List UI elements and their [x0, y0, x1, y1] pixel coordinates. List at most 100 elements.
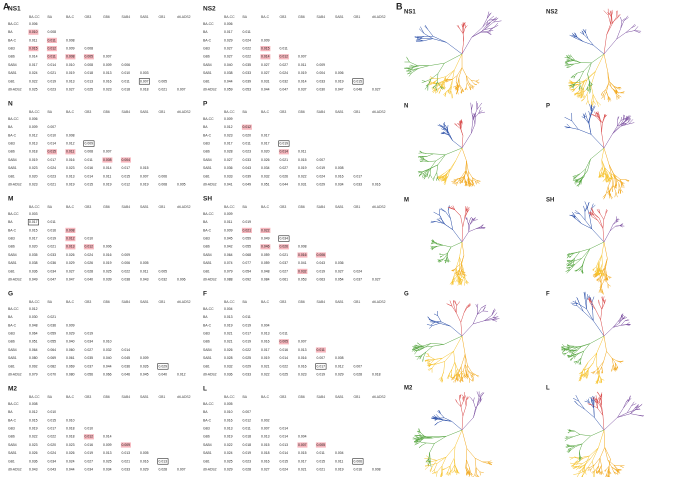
tree-branch	[456, 279, 459, 283]
table-cell: 0.018	[243, 435, 252, 439]
table-cell: 0.027	[280, 269, 289, 273]
tree-branch	[416, 36, 424, 39]
tree-branch	[418, 428, 421, 433]
tree-branch	[582, 269, 584, 274]
tree-branch	[596, 267, 599, 273]
tree-branch	[422, 173, 424, 178]
highlight-cell	[260, 54, 271, 60]
row-label: GB6	[8, 435, 15, 439]
tree-branch	[594, 457, 601, 465]
tree-branch	[590, 447, 599, 459]
tree-branch	[466, 305, 471, 309]
tree-branch	[579, 451, 581, 457]
tree-branch	[596, 465, 599, 471]
table-cell: 0.049	[261, 236, 270, 240]
column-header: GB6	[298, 110, 305, 114]
tree-branch	[435, 414, 439, 418]
table-cell: 0.016	[298, 356, 307, 360]
tree-branch	[605, 268, 607, 275]
tree-branch	[613, 464, 620, 467]
tree-branch	[472, 314, 478, 325]
tree-branch	[625, 399, 629, 403]
tree-branch	[631, 403, 637, 406]
table-cell: 0.064	[224, 253, 233, 257]
table-cell: 0.013	[261, 331, 270, 335]
column-header: GB6	[103, 300, 110, 304]
tree-branch	[454, 267, 457, 276]
tree-branch	[592, 106, 596, 112]
tree-branch	[596, 470, 600, 474]
tree-branch	[569, 54, 572, 57]
tree-branch	[456, 83, 459, 88]
tree-branch	[471, 181, 474, 185]
tree-branch	[601, 272, 604, 275]
tree-branch	[612, 16, 618, 24]
tree-branch	[469, 467, 471, 473]
table-cell: 0.026	[66, 451, 75, 455]
tree-branch	[433, 320, 442, 323]
table-cell: 0.012	[243, 418, 252, 422]
table-cell: 0.024	[29, 71, 38, 75]
tree-branch	[619, 119, 624, 126]
tree-branch	[465, 375, 469, 379]
tree-branch	[476, 180, 481, 182]
table-cell: 0.021	[48, 182, 57, 186]
table-cell: 0.007	[243, 410, 252, 414]
tree-branch	[578, 180, 581, 185]
table-cell: 0.014	[280, 451, 289, 455]
tree-branch	[457, 85, 460, 91]
tree-branch	[599, 218, 604, 229]
tree-branch	[463, 22, 466, 27]
tree-branch	[572, 84, 575, 89]
tree-branch	[621, 181, 624, 184]
highlight-cell	[315, 442, 326, 448]
tree-branch	[414, 434, 419, 436]
tree-branch	[432, 85, 436, 88]
tree-branch	[620, 320, 626, 326]
row-label: BA-C	[203, 133, 212, 137]
tree-branch	[598, 361, 604, 368]
tree-branch	[441, 176, 445, 180]
tree-branch	[583, 343, 591, 352]
tree-branch	[466, 365, 468, 374]
tree-branch	[574, 456, 578, 459]
row-label: GB1	[8, 364, 15, 368]
tree-branch	[569, 80, 573, 83]
table-cell: 0.004	[298, 435, 307, 439]
tree-branch	[456, 369, 458, 374]
tree-branch	[470, 472, 473, 476]
tree-branch	[562, 350, 566, 353]
row-label: dtl-ADS2	[8, 277, 22, 281]
tree-branch	[573, 34, 577, 38]
tree-branch	[446, 169, 452, 174]
tree-branch	[462, 405, 467, 417]
table-cell: 0.029	[140, 467, 149, 471]
table-cell: 0.064	[29, 348, 38, 352]
table-cell: 0.010	[66, 418, 75, 422]
tree-branch	[601, 167, 603, 172]
tree-branch	[597, 278, 600, 282]
table-cell: 0.045	[224, 236, 233, 240]
tree-branch	[455, 75, 458, 82]
tree-branch	[465, 87, 468, 91]
tree-branch	[596, 335, 605, 354]
table-cell: 0.012	[335, 364, 344, 368]
tree-branch	[430, 76, 434, 79]
tree-branch	[453, 375, 455, 380]
row-label: GB6	[203, 245, 210, 249]
tree-branch	[630, 413, 639, 416]
table-cell: 0.047	[280, 87, 289, 91]
tree-branch	[447, 246, 452, 254]
tree-branch	[602, 175, 604, 178]
tree-branch	[589, 464, 595, 468]
table-cell: 0.018	[85, 71, 94, 75]
row-label: SAB4	[8, 348, 17, 352]
tree-branch	[597, 374, 600, 380]
row-label: BA-CC	[203, 22, 214, 26]
tree-branch	[575, 179, 579, 181]
tree-branch	[418, 355, 422, 358]
column-header: SAB4	[317, 15, 326, 19]
tree-branch	[573, 62, 581, 65]
table-cell: 0.012	[66, 236, 75, 240]
